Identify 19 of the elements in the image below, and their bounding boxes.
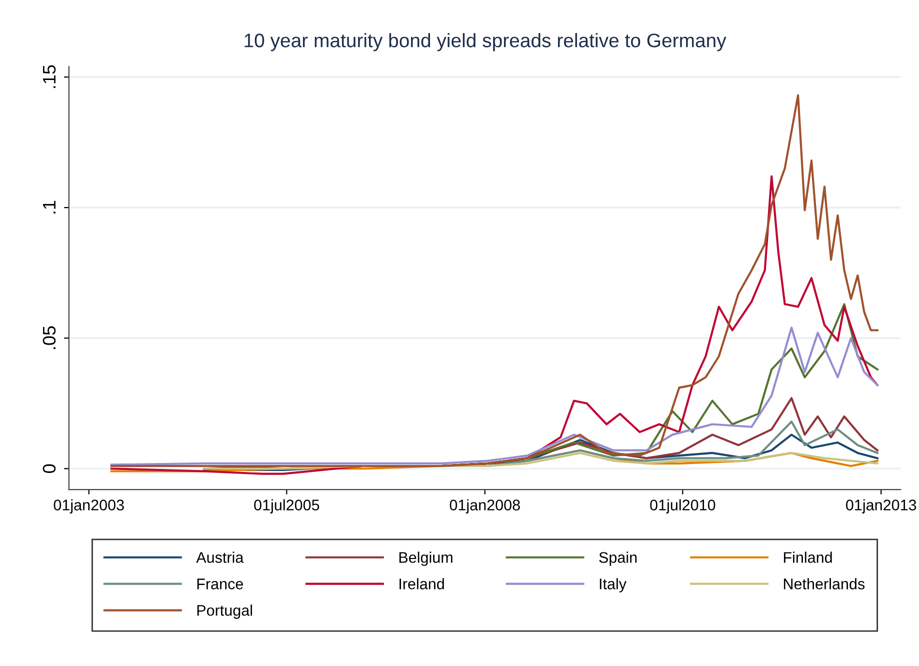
y-tick-label: 0	[42, 464, 56, 473]
legend-label: Ireland	[400, 578, 444, 590]
legend-label: Netherlands	[784, 578, 865, 590]
x-tick-label: 01jan2003	[54, 499, 124, 514]
x-tick-label: 01jul2010	[650, 499, 716, 514]
y-tick-label: .05	[42, 326, 56, 349]
legend-label: Belgium	[399, 552, 452, 566]
x-tick-label: 01jan2008	[450, 499, 520, 514]
legend-label: Austria	[196, 552, 244, 563]
legend-label: Spain	[599, 552, 637, 566]
y-tick-label: .1	[43, 200, 56, 214]
legend-label: France	[197, 578, 243, 590]
chart-title: 10 year maturity bond yield spreads relative to Germany	[244, 33, 726, 52]
y-tick-label: .15	[43, 65, 56, 88]
legend-label: Portugal	[197, 604, 252, 619]
legend-label: Italy	[600, 578, 626, 592]
x-tick-label: 01jul2005	[254, 499, 320, 514]
legend-label: Finland	[784, 552, 832, 563]
x-tick-label: 01jan2013	[846, 499, 916, 514]
